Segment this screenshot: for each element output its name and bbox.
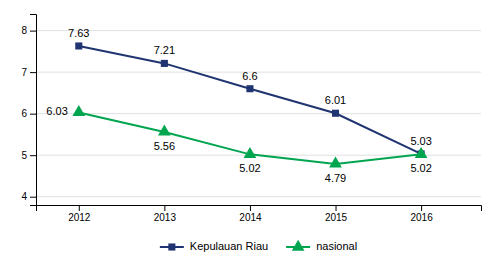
series-line (79, 112, 421, 163)
x-tick-mark (421, 205, 422, 211)
y-tick: 5 (21, 150, 36, 161)
data-label: 5.02 (410, 162, 431, 174)
grid (36, 31, 481, 197)
y-tick-mark (30, 114, 36, 115)
series-marker (244, 147, 257, 158)
y-tick-label: 4 (21, 191, 27, 202)
y-tick: 8 (21, 25, 36, 36)
x-tick-mark (336, 205, 337, 211)
x-tick: 2014 (239, 205, 262, 223)
data-label: 7.21 (154, 44, 175, 56)
grid-line (36, 196, 481, 197)
grid-line (36, 30, 481, 31)
data-label: 6.6 (242, 70, 257, 82)
series-marker (332, 110, 339, 117)
x-tick: 2016 (410, 205, 433, 223)
series-line (79, 46, 421, 154)
data-labels: 7.63 7.21 6.6 6.01 5.03 6.03 5.56 5.02 4.79 5.02 (46, 27, 431, 184)
y-tick-mark (30, 155, 36, 156)
y-tick-label: 8 (21, 25, 27, 36)
y-tick: 4 (21, 191, 36, 202)
y-tick: 6 (21, 108, 36, 119)
x-tick-label: 2016 (410, 212, 433, 223)
x-tick-mark (79, 205, 80, 211)
y-tick-mark (30, 197, 36, 198)
y-tick-label: 6 (21, 108, 27, 119)
series-marker (72, 105, 85, 116)
chart: 2012 2013 2014 2015 2016 4 5 6 7 8 7.63 7.21 6.6 6.01… (0, 0, 497, 261)
series-marker (246, 85, 253, 92)
series-marker (158, 125, 171, 136)
x-tick: 2012 (68, 205, 91, 223)
x-tick-mark (250, 205, 251, 211)
x-tick-label: 2013 (154, 212, 177, 223)
data-label: 6.03 (46, 105, 67, 117)
legend-item: nasional (286, 240, 357, 252)
y-tick-mark (30, 72, 36, 73)
legend-item: Kepulauan Riau (160, 240, 268, 252)
data-label: 5.02 (239, 162, 260, 174)
y-tick-label: 7 (21, 67, 27, 78)
x-tick-label: 2015 (325, 212, 348, 223)
x-tick: 2015 (325, 205, 348, 223)
series-marker (161, 60, 168, 67)
data-label: 7.63 (68, 27, 89, 39)
y-tick-label: 5 (21, 150, 27, 161)
y-axis: 4 5 6 7 8 (21, 15, 36, 206)
data-label: 4.79 (325, 172, 346, 184)
series-marker (75, 42, 82, 49)
x-axis: 2012 2013 2014 2015 2016 (37, 205, 482, 223)
data-label: 6.01 (325, 94, 346, 106)
x-tick-label: 2014 (239, 212, 262, 223)
data-label: 5.03 (410, 135, 431, 147)
legend-label: nasional (316, 240, 357, 252)
marks (72, 42, 427, 167)
x-tick-label: 2012 (68, 212, 91, 223)
y-tick-mark (30, 31, 36, 32)
data-label: 5.56 (154, 140, 175, 152)
series-marker (329, 157, 342, 168)
legend: Kepulauan Riau nasional (160, 240, 357, 252)
x-axis-line (37, 206, 482, 212)
legend-marker (292, 240, 305, 251)
x-tick: 2013 (154, 205, 177, 223)
grid-line (36, 113, 481, 114)
legend-label: Kepulauan Riau (190, 240, 268, 252)
grid-line (36, 72, 481, 73)
plot: 2012 2013 2014 2015 2016 4 5 6 7 8 7.63 7.21 6.6 6.01… (21, 15, 481, 224)
legend-marker (168, 243, 175, 250)
y-axis-line (30, 15, 37, 206)
y-tick: 7 (21, 67, 36, 78)
x-tick-mark (164, 205, 165, 211)
series-marker (415, 147, 428, 158)
